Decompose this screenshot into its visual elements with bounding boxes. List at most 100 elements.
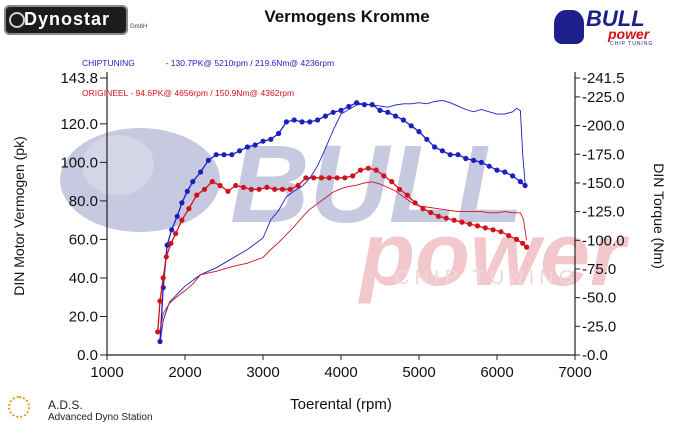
chiptuning-point	[400, 117, 406, 123]
x-tick-label: 1000	[90, 364, 123, 381]
y-tick-label: 80.0	[69, 193, 98, 210]
chiptuning-point	[494, 167, 500, 173]
origineel-point	[420, 206, 426, 212]
bull-head-icon	[554, 10, 584, 44]
origineel-point	[287, 186, 293, 192]
origineel-point	[389, 179, 395, 185]
y2-tick-label: -241.5	[582, 70, 625, 87]
chiptuning-point	[354, 100, 360, 106]
y-axis-label: DIN Motor Vermogen (pk)	[11, 136, 27, 296]
chiptuning-point	[276, 130, 282, 137]
origineel-point	[225, 188, 231, 194]
chiptuning-point	[432, 144, 438, 150]
brand-top: BULL	[586, 6, 645, 31]
chiptuning-point	[268, 136, 274, 142]
y2-tick-label: -200.0	[582, 118, 625, 135]
origineel-point	[157, 298, 163, 304]
origineel-point	[498, 229, 504, 235]
chiptuning-point	[315, 117, 321, 123]
origineel-point	[342, 175, 348, 181]
origineel-point	[264, 184, 270, 190]
footer-line2: Advanced Dyno Station	[48, 412, 153, 423]
chiptuning-point	[164, 242, 170, 248]
series-layer	[155, 99, 530, 345]
origineel-point	[334, 175, 340, 181]
chart-title: Vermogens Kromme	[264, 7, 430, 26]
origineel-point	[490, 227, 496, 233]
chiptuning-point	[416, 129, 422, 135]
origineel-point	[272, 186, 278, 192]
chiptuning-point	[377, 107, 383, 113]
chiptuning-point	[322, 113, 328, 119]
chiptuning-point	[517, 179, 524, 185]
brand-tag: CHIP TUNING	[610, 41, 654, 47]
origineel-point	[295, 182, 301, 189]
origineel-point	[209, 179, 215, 185]
logo-ring-icon	[9, 12, 25, 28]
origineel-point	[173, 231, 179, 237]
origineel-point	[256, 186, 262, 192]
origineel-point	[168, 240, 174, 246]
origineel-point	[248, 186, 254, 192]
y2-tick-label: -175.0	[582, 146, 625, 163]
origineel-point	[428, 209, 434, 216]
chiptuning-point	[455, 152, 461, 158]
origineel-point	[412, 200, 418, 206]
y-tick-label: 100.0	[60, 154, 98, 171]
bullpower-logo: BULL power CHIP TUNING	[548, 4, 658, 48]
chiptuning-point	[252, 142, 258, 148]
origineel-point	[404, 192, 410, 198]
watermark: BULL power CHIP TUNING	[60, 123, 630, 305]
axes: 1000 2000 3000 4000 5000 6000 7000 0.0 20.0 40.0 6…	[60, 70, 624, 381]
origineel-torque-line	[159, 181, 528, 330]
chiptuning-point	[213, 152, 219, 158]
sun-icon	[8, 396, 30, 418]
footer-line1: A.D.S.	[48, 398, 83, 412]
y2-tick-label: -25.0	[582, 318, 616, 335]
origineel-point	[482, 225, 488, 231]
origineel-point	[451, 217, 457, 223]
chiptuning-point	[447, 152, 453, 158]
chiptuning-point	[346, 103, 352, 110]
chiptuning-point	[385, 109, 391, 115]
chiptuning-point	[408, 123, 414, 129]
x-axis-label: Toerental (rpm)	[290, 396, 392, 413]
chiptuning-point	[184, 188, 190, 194]
chiptuning-point	[439, 148, 445, 154]
chiptuning-point	[330, 109, 336, 115]
y2-tick-label: -0.0	[582, 347, 608, 364]
chiptuning-point	[307, 119, 313, 125]
chiptuning-point	[522, 182, 528, 189]
origineel-point	[373, 167, 379, 173]
y-tick-label: 60.0	[69, 231, 98, 248]
y-tick-label: 0.0	[77, 347, 98, 364]
origineel-point	[506, 233, 512, 239]
origineel-point	[467, 221, 473, 227]
x-tick-label: 4000	[324, 364, 357, 381]
origineel-point	[179, 217, 185, 223]
y-tick-label: 143.8	[60, 70, 98, 87]
chiptuning-torque-line	[159, 99, 526, 344]
y-tick-label: 40.0	[69, 270, 98, 287]
origineel-point	[163, 254, 169, 260]
origineel-point	[365, 165, 371, 171]
y2-tick-label: -125.0	[582, 204, 625, 221]
origineel-point	[396, 186, 403, 192]
chiptuning-point	[393, 113, 399, 119]
x-tick-label: 6000	[480, 364, 513, 381]
x-tick-label: 7000	[558, 364, 591, 381]
origineel-point	[357, 167, 364, 173]
y2-tick-label: -100.0	[582, 232, 625, 249]
origineel-point	[524, 244, 530, 250]
origineel-point	[240, 184, 247, 190]
origineel-point	[303, 175, 309, 181]
origineel-point	[318, 175, 325, 181]
chiptuning-point	[190, 179, 196, 185]
y-tick-label: 20.0	[69, 308, 98, 325]
chiptuning-point	[179, 200, 185, 206]
chiptuning-point	[244, 144, 250, 150]
origineel-point	[155, 329, 161, 335]
origineel-point	[186, 206, 192, 212]
chiptuning-point	[361, 102, 367, 108]
origineel-point	[217, 182, 223, 189]
